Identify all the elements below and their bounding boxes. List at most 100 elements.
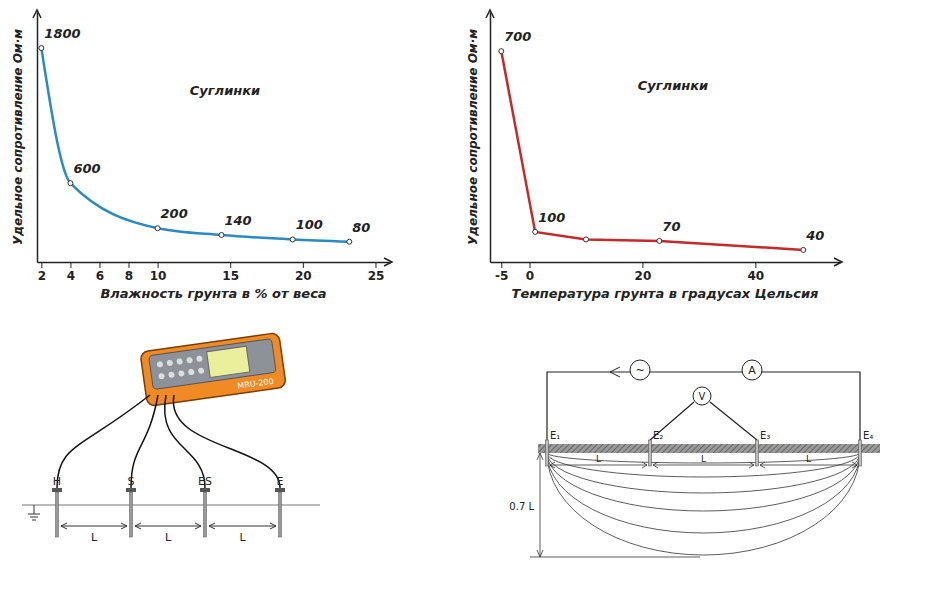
electrode-label: S — [128, 475, 135, 488]
dimension-line — [61, 523, 127, 529]
x-tick-label: 20 — [295, 269, 312, 283]
electrode-label: E₁ — [550, 430, 560, 441]
data-point — [533, 229, 538, 234]
data-label: 1800 — [44, 26, 80, 41]
data-point — [657, 238, 662, 243]
data-line — [41, 48, 349, 242]
x-tick: 0 — [526, 262, 534, 283]
ground-symbol — [28, 505, 40, 520]
x-tick: 20 — [295, 262, 312, 283]
data-labels: 180060020014010080 — [44, 26, 370, 235]
data-labels: 700 100 70 40 — [504, 29, 824, 243]
x-tick-label: 10 — [150, 269, 167, 283]
meter-body — [140, 333, 286, 407]
chart: 24 6 8 10 15 20 25 Суглинки Влажность грунта в %… — [11, 10, 392, 301]
profile-diagram: ~AVE₁E₂E₃E₄LLL0.7 L — [509, 360, 880, 557]
y-axis-title: Удельное сопротивление Ом·м — [11, 29, 25, 245]
electrode-cap — [52, 488, 62, 492]
electrode-label: E₄ — [863, 430, 873, 441]
electrode-label: E₃ — [760, 430, 770, 441]
electrode — [204, 492, 207, 537]
plot-area — [39, 46, 352, 245]
y-axis-title: Удельное сопротивление Ом·м — [466, 29, 480, 245]
electrode-cap — [200, 488, 210, 492]
x-tick-mark — [129, 262, 130, 268]
x-tick-label: 6 — [96, 269, 104, 283]
voltmeter-symbol — [693, 387, 711, 405]
y-axis-arrow — [486, 10, 494, 18]
meter-button — [188, 369, 195, 376]
data-label: 100 — [538, 210, 565, 225]
ammeter-symbol — [742, 360, 762, 380]
wiring-diagram: MRU-200HSESELLL — [22, 333, 320, 544]
data-label: 70 — [662, 219, 680, 234]
x-tick-mark — [41, 262, 42, 268]
data-label: 700 — [504, 29, 531, 44]
spacing-label: L — [91, 531, 98, 544]
x-tick: 40 — [747, 262, 764, 283]
y-axis-line — [37, 13, 39, 263]
x-tick: 8 — [125, 262, 133, 283]
current-line — [547, 453, 860, 533]
data-point — [39, 46, 44, 51]
electrode-label: E₂ — [653, 430, 663, 441]
dimension-line — [135, 523, 201, 529]
data-point — [68, 181, 73, 186]
meter-label: MRU-200 — [237, 377, 274, 391]
chart-title: Суглинки — [190, 83, 260, 98]
data-point — [155, 226, 160, 231]
x-tick-label: 15 — [222, 269, 239, 283]
x-tick-mark — [99, 262, 100, 268]
x-tick-mark — [530, 262, 531, 268]
source-label: ~ — [635, 364, 644, 377]
x-tick-mark — [70, 262, 71, 268]
wire — [173, 395, 280, 488]
current-line — [547, 453, 860, 463]
x-tick-mark — [501, 262, 502, 268]
x-tick-mark — [642, 262, 643, 268]
x-tick-label: 20 — [635, 269, 652, 283]
canvas: 24 6 8 10 15 20 25 Суглинки Влажность грунта в %… — [0, 0, 927, 612]
current-line — [547, 453, 860, 555]
x-tick: 25 — [368, 262, 385, 283]
wire — [547, 372, 860, 440]
electrode-label: E — [277, 475, 284, 488]
data-label: 40 — [805, 228, 824, 243]
data-label: 100 — [296, 217, 323, 232]
x-tick: 4 — [67, 262, 75, 283]
y-axis-line — [490, 13, 492, 263]
current-line — [547, 453, 860, 493]
ammeter-label: A — [748, 364, 756, 377]
electrode-label: H — [53, 475, 61, 488]
meter: MRU-200 — [140, 333, 286, 407]
x-tick-mark — [158, 262, 159, 268]
electrode — [130, 492, 133, 537]
chart-title: Суглинки — [638, 78, 708, 93]
x-axis-arrow — [384, 258, 392, 266]
x-tick-label: 40 — [747, 269, 764, 283]
voltmeter-label: V — [699, 391, 706, 402]
electrode — [279, 492, 282, 537]
spacing-label: L — [596, 454, 601, 464]
wire — [650, 402, 757, 440]
x-axis: -5 0 20 40 — [491, 262, 841, 283]
data-point — [290, 237, 295, 242]
x-axis-title: Влажность грунта в % от веса — [100, 286, 326, 301]
x-tick: 10 — [150, 262, 167, 283]
x-tick-mark — [230, 262, 231, 268]
depth-line — [530, 453, 700, 557]
data-label: 80 — [352, 220, 370, 235]
x-tick-label: 8 — [125, 269, 133, 283]
x-tick-label: 0 — [526, 269, 534, 283]
current-line — [547, 453, 860, 511]
x-tick: 2 — [38, 262, 46, 283]
spacing-label: L — [701, 454, 706, 464]
spacing-label: L — [239, 531, 246, 544]
meter-button — [196, 355, 203, 362]
meter-button — [166, 360, 173, 367]
meter-button — [168, 371, 175, 378]
x-tick: 15 — [222, 262, 239, 283]
data-point — [219, 232, 224, 237]
x-tick: -5 — [495, 262, 508, 283]
meter-button — [178, 370, 185, 377]
